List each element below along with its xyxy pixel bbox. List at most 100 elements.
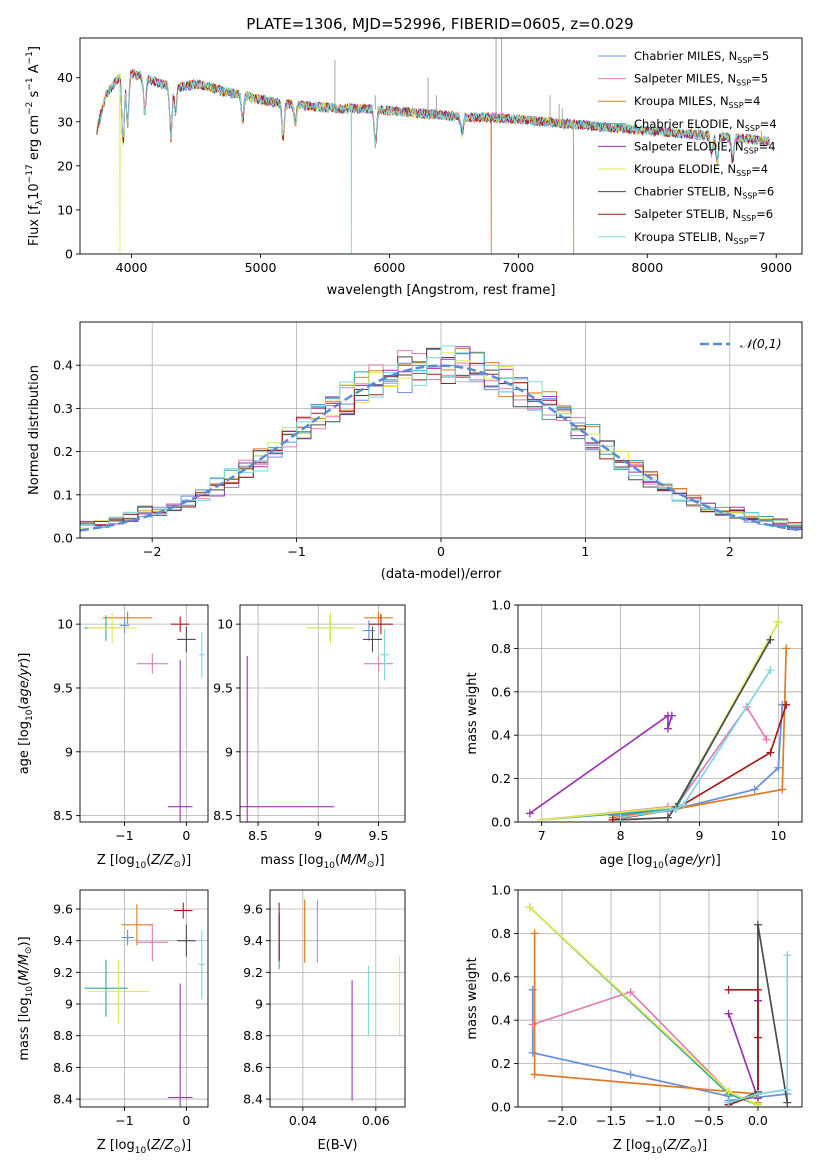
- weight-point-marker: [724, 985, 733, 994]
- age_vs_Z-ylabel: age [log10(age/yr)]: [17, 653, 35, 775]
- mass_vs_Z-ytick-label: 8.8: [53, 1028, 73, 1043]
- mass_vs_Z-ytick-label: 9.2: [53, 965, 73, 980]
- weight_vs_age-ytick-label: 0.6: [491, 684, 511, 699]
- weight_vs_Z-xlabel: Z [log10(Z/Z⊙)]: [613, 1138, 707, 1156]
- weight-point-marker: [766, 635, 775, 644]
- weight-point-marker: [528, 1020, 537, 1029]
- weight-point-marker: [679, 800, 688, 809]
- mass_vs_ebv-xtick-label: 0.06: [362, 1113, 390, 1128]
- mass_vs_ebv-ytick-label: 8.4: [243, 1092, 263, 1107]
- weight-point-marker: [671, 804, 680, 813]
- spectrum-xtick-label: 5000: [245, 260, 277, 275]
- weight_vs_Z-plot-area: [525, 903, 792, 1107]
- weight-point-marker: [782, 644, 791, 653]
- spectrum-model-line: [96, 70, 770, 254]
- residual_distribution-xtick-label: −2: [143, 544, 161, 559]
- age_vs_Z-ytick-label: 8.5: [53, 808, 73, 823]
- mass_vs_Z-ytick-label: 9: [65, 997, 73, 1012]
- legend-label: Salpeter STELIB, NSSP=6: [634, 207, 773, 223]
- mass_vs_ebv-plot-area: [278, 899, 401, 1101]
- weight-point-marker: [528, 1048, 537, 1057]
- mass_vs_ebv-panel: 0.04 0.06 8.4 8.6 8.8 9 9.2 9.4 9.6 E(B-V): [243, 889, 406, 1153]
- age_vs_Z-xtick-label: 0: [182, 828, 190, 843]
- age_vs_mass-xtick-label: 9.5: [369, 828, 389, 843]
- age_vs_Z-frame: [79, 604, 209, 823]
- weight_vs_age-ytick-label: 0.4: [491, 728, 511, 743]
- weight_vs_age-xtick-label: 10: [770, 828, 786, 843]
- weight-point-marker: [753, 1033, 762, 1042]
- mass_vs_ebv-frame: [269, 889, 406, 1108]
- weight-point-marker: [663, 813, 672, 822]
- weight-point-marker: [530, 929, 539, 938]
- weight-point-marker: [766, 748, 775, 757]
- residual_distribution-xtick-label: 1: [581, 544, 589, 559]
- spectrum-ylabel: Flux [fλ10−17 erg cm−2 s−1 A−1]: [25, 46, 45, 246]
- legend-label: Kroupa MILES, NSSP=4: [634, 94, 760, 110]
- weight_vs_age-plot-area: [525, 618, 791, 822]
- legend-label: Salpeter ELODIE, NSSP=4: [634, 139, 776, 155]
- weight-point-marker: [753, 1089, 762, 1098]
- residual-ylabel: Normed distribution: [27, 365, 42, 495]
- age_vs_mass-ytick-label: 10: [217, 617, 233, 632]
- mass_vs_Z-ytick-label: 8.4: [53, 1092, 73, 1107]
- age_vs_Z-ytick-label: 10: [57, 617, 73, 632]
- weight-point-marker: [783, 951, 792, 960]
- residual_distribution-ytick-label: 0.2: [53, 444, 73, 459]
- age_vs_mass-ytick-label: 9.5: [213, 680, 233, 695]
- legend-label: 𝒩(0,1): [740, 336, 782, 351]
- age_vs_Z-ytick-label: 9: [65, 744, 73, 759]
- mass_vs_ebv-ytick-label: 8.8: [243, 1028, 263, 1043]
- mass_vs_ebv-ytick-label: 9.4: [243, 933, 263, 948]
- age_vs_mass-frame: [239, 604, 406, 823]
- weight_vs_Z-xtick-label: −0.5: [694, 1113, 724, 1128]
- weight_vs_age-xtick-label: 8: [617, 828, 625, 843]
- mass_vs_Z-xtick-label: −1: [115, 1113, 133, 1128]
- spectrum-ytick-label: 40: [57, 70, 73, 85]
- weight_vs_Z-xtick-label: −1.0: [645, 1113, 675, 1128]
- spectrum-frame: [79, 37, 803, 255]
- spectrum-xlabel: wavelength [Angstrom, rest frame]: [327, 283, 556, 298]
- weight_vs_Z-ytick-label: 0.4: [491, 1013, 511, 1028]
- weight-series-line: [728, 955, 789, 1104]
- weight-point-marker: [608, 815, 617, 822]
- weight-point-marker: [724, 1098, 733, 1107]
- mass_vs_Z-xtick-label: 0: [182, 1113, 190, 1128]
- spectrum-plot-area: [96, 38, 770, 254]
- weight_vs_age-ytick-label: 1.0: [491, 598, 511, 613]
- weight-point-marker: [753, 985, 762, 994]
- residual_distribution-ytick-label: 0.1: [53, 487, 73, 502]
- weight-point-marker: [528, 985, 537, 994]
- figure-title: PLATE=1306, MJD=52996, FIBERID=0605, z=0…: [246, 15, 633, 33]
- weight_vs_Z-ytick-label: 0.6: [491, 969, 511, 984]
- age_vs_Z-panel: −1 0 8.5 9 9.5 10 Z [log10(Z/Z⊙)] age [log10(ag…: [17, 604, 209, 871]
- weight-point-marker: [626, 987, 635, 996]
- weight-point-marker: [782, 700, 791, 709]
- weight-point-marker: [762, 735, 771, 744]
- residual_distribution-plot-area: [80, 345, 802, 538]
- residual_distribution-xtick-label: −1: [287, 544, 305, 559]
- mass_vs_ebv-ytick-label: 9: [255, 997, 263, 1012]
- mass_vs_Z-ytick-label: 9.4: [53, 933, 73, 948]
- spectrum-xtick-label: 8000: [631, 260, 663, 275]
- age_vs_mass-plot-area: [240, 611, 393, 822]
- spectrum-xtick-label: 4000: [116, 260, 148, 275]
- mass_vs_Z-ylabel: mass [log10(M/M⊙)]: [17, 936, 35, 1060]
- weight_vs_Z-xtick-label: −2.0: [547, 1113, 577, 1128]
- residual_distribution-ytick-label: 0.4: [53, 358, 73, 373]
- weight-point-marker: [616, 813, 625, 822]
- mass_vs_Z-xlabel: Z [log10(Z/Z⊙)]: [97, 1138, 191, 1156]
- residual_distribution-xtick-label: 2: [726, 544, 734, 559]
- age_vs_Z-plot-area: [84, 611, 205, 822]
- weight-point-marker: [774, 618, 783, 627]
- age_vs_Z-xtick-label: −1: [115, 828, 133, 843]
- weight_vs_Z-xtick-label: 0.0: [748, 1113, 768, 1128]
- weight-series-line: [541, 705, 768, 821]
- weight_vs_age-ytick-label: 0.0: [491, 815, 511, 830]
- spectrum-ytick-label: 10: [57, 202, 73, 217]
- weight_vs_Z-ytick-label: 0.8: [491, 926, 511, 941]
- legend-label: Kroupa STELIB, NSSP=7: [634, 230, 765, 246]
- mass_vs_Z-plot-area: [84, 902, 205, 1107]
- age_vs_mass-xtick-label: 8.5: [248, 828, 268, 843]
- weight-point-marker: [753, 920, 762, 929]
- age_vs_Z-xlabel: Z [log10(Z/Z⊙)]: [97, 853, 191, 871]
